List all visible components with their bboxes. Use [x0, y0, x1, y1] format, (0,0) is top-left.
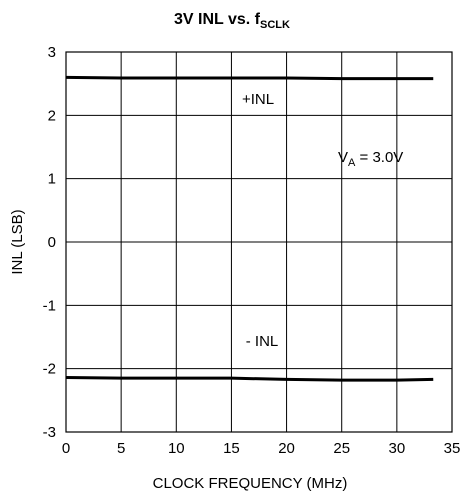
y-tick-label: 0: [48, 234, 56, 251]
va-annotation: VA = 3.0V: [338, 149, 403, 169]
x-tick-label: 25: [333, 440, 350, 457]
chart-title-sub: SCLK: [260, 19, 290, 31]
y-tick-label: 2: [48, 107, 56, 124]
chart-title: 3V INL vs. fSCLK: [174, 11, 290, 31]
x-tick-label: 35: [444, 440, 461, 457]
series-line-plus-inl: [66, 77, 433, 78]
y-tick-label: -3: [43, 424, 56, 441]
va-value: = 3.0V: [355, 149, 403, 166]
y-tick-label: -2: [43, 361, 56, 378]
y-axis-label: INL (LSB): [9, 209, 26, 274]
x-tick-label: 10: [168, 440, 185, 457]
y-tick-label: -1: [43, 297, 56, 314]
x-axis-label: CLOCK FREQUENCY (MHz): [153, 475, 348, 492]
grid-lines: [66, 52, 452, 432]
x-tick-label: 0: [62, 440, 70, 457]
plus-inl-label: +INL: [242, 91, 274, 108]
chart-title-main: 3V INL vs. f: [174, 11, 261, 28]
va-main: V: [338, 149, 348, 166]
minus-inl-label: - INL: [246, 333, 279, 350]
y-tick-label: 3: [48, 44, 56, 61]
x-tick-labels: 0 5 10 15 20 25 30 35: [62, 440, 461, 457]
y-tick-label: 1: [48, 171, 56, 188]
x-tick-label: 30: [389, 440, 406, 457]
y-tick-labels: 3 2 1 0 -1 -2 -3: [43, 44, 56, 441]
x-tick-label: 15: [223, 440, 240, 457]
x-tick-label: 20: [278, 440, 295, 457]
x-tick-label: 5: [117, 440, 125, 457]
